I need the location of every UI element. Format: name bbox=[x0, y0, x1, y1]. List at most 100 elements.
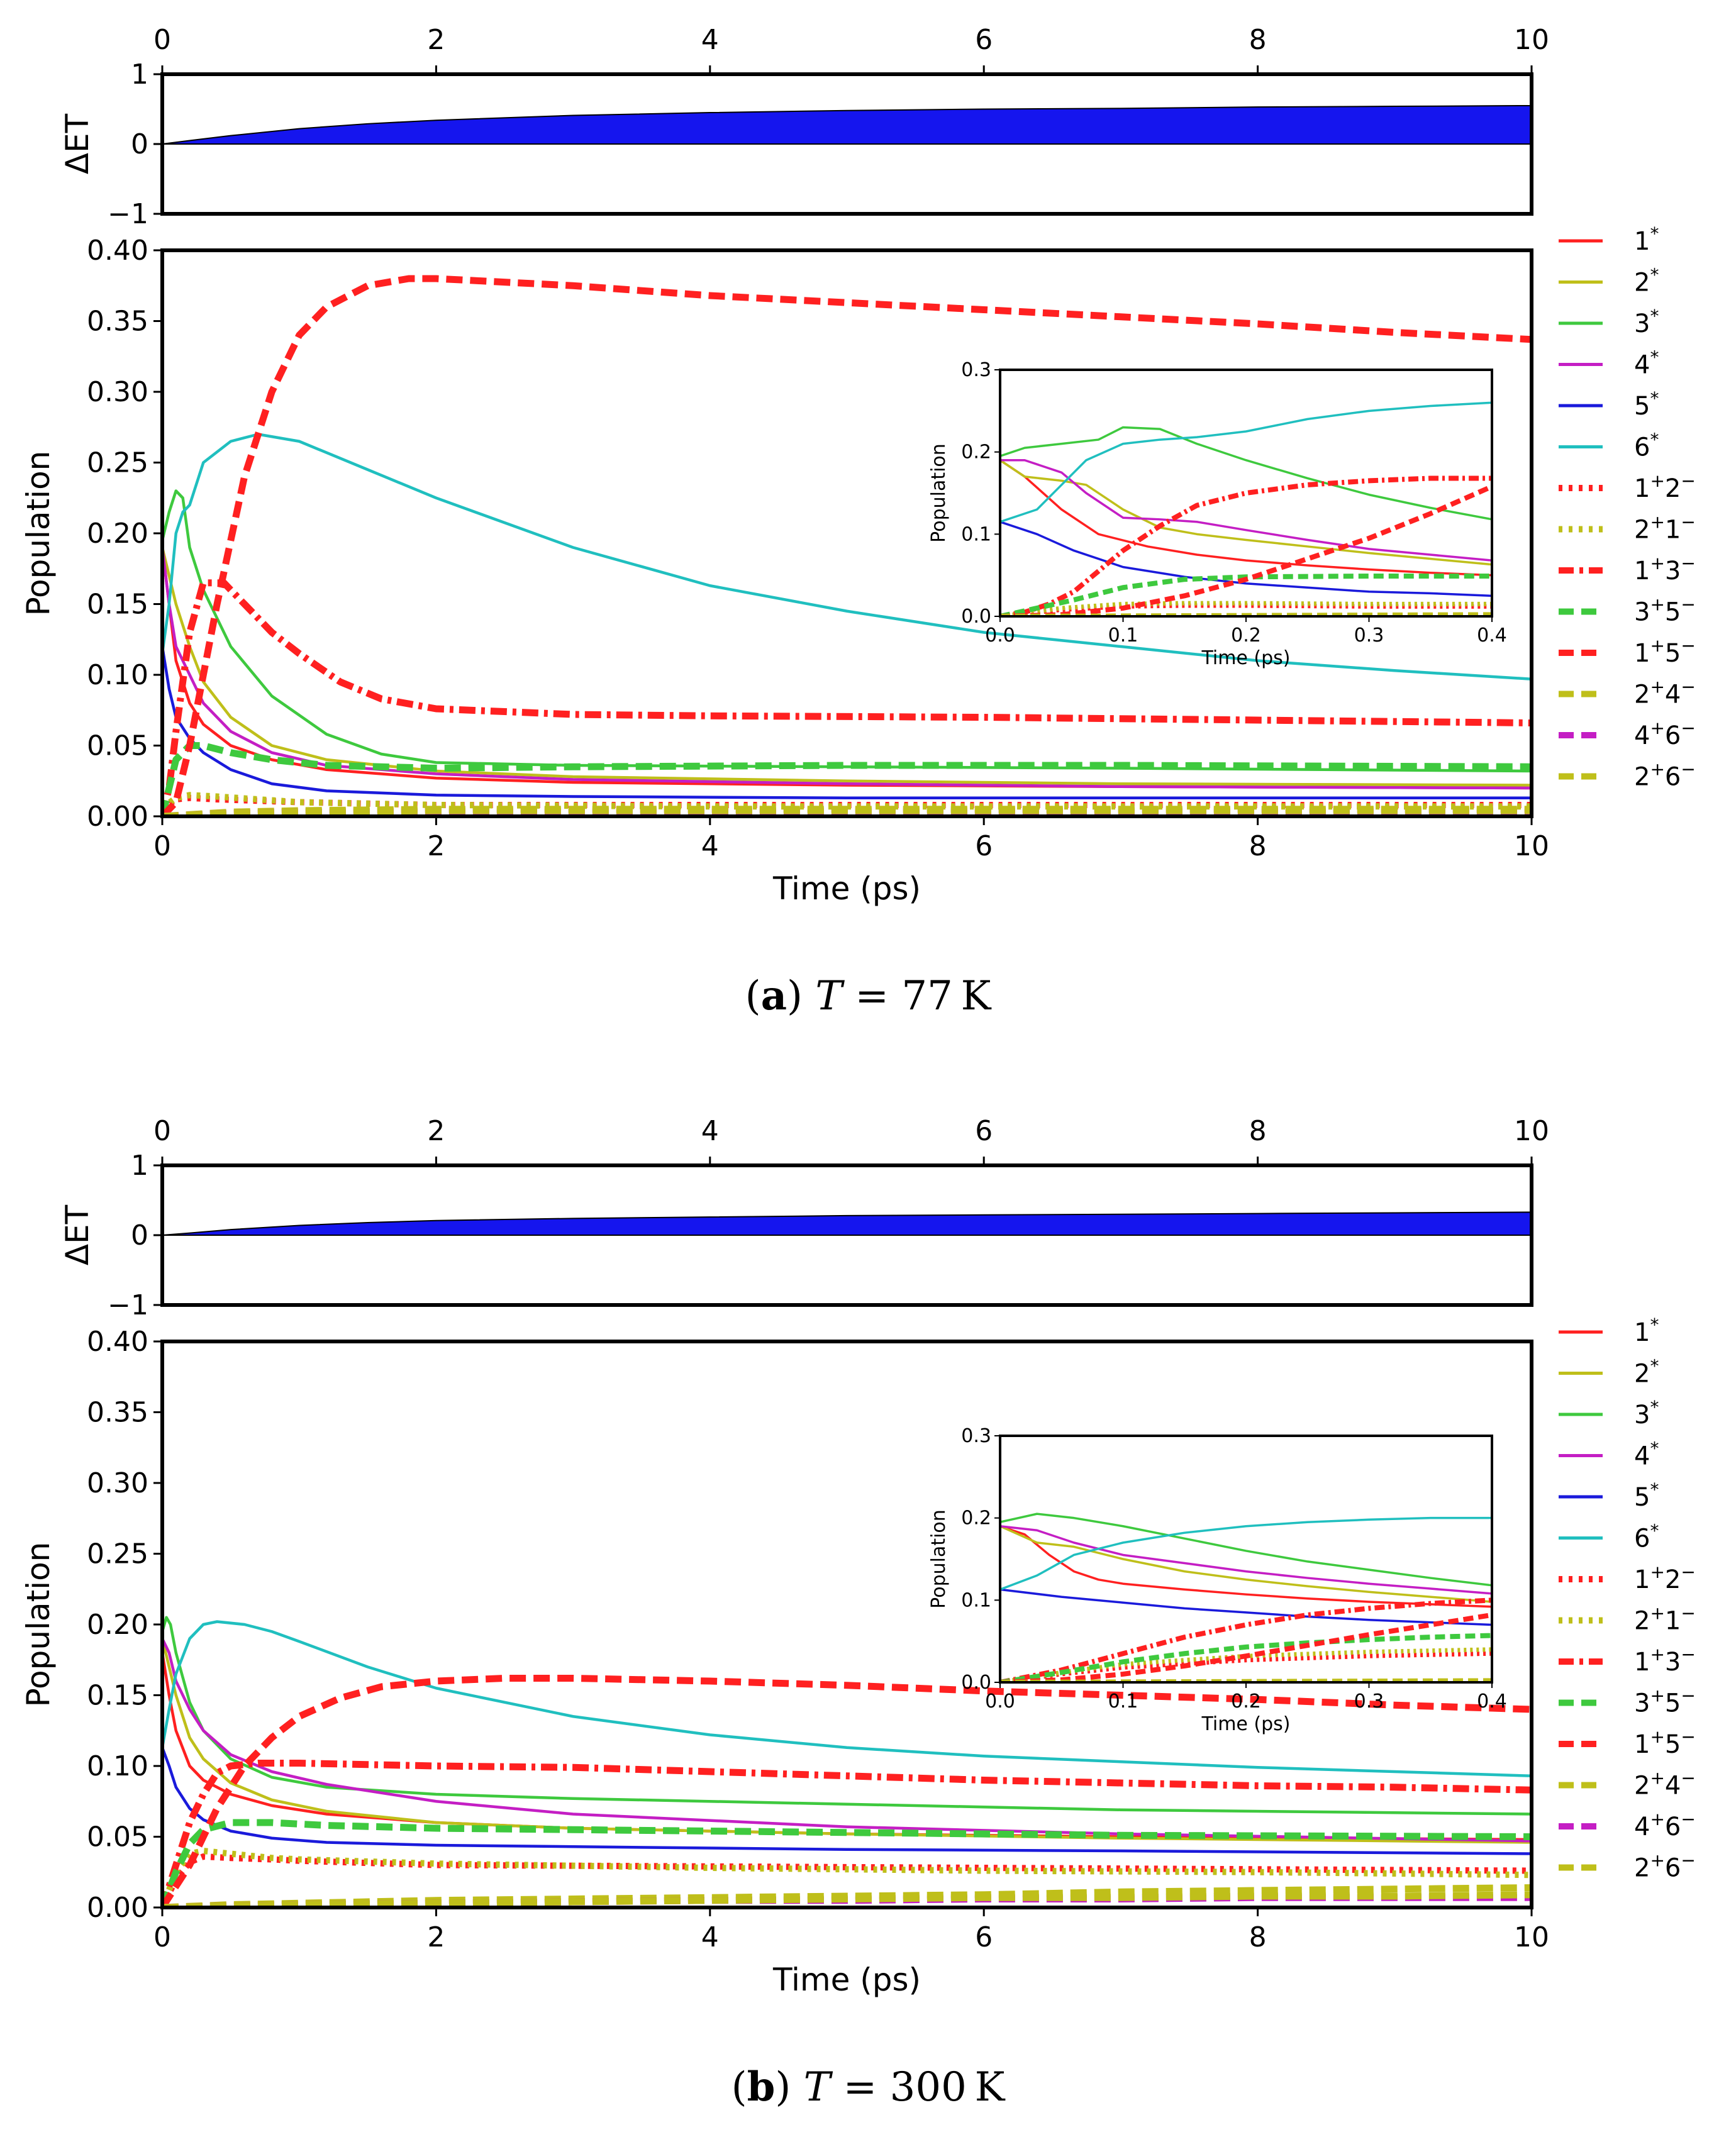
legend-item: 2+1− bbox=[1559, 512, 1696, 545]
series-line-3+5− bbox=[162, 1819, 1532, 1907]
legend-item: 2+4− bbox=[1559, 1768, 1696, 1801]
legend-label-main: 2 bbox=[1634, 1772, 1650, 1801]
main-y-tick-label: 0.25 bbox=[87, 1538, 148, 1570]
legend-label-main: 5 bbox=[1634, 392, 1650, 421]
top-axis-tick-label: 0 bbox=[153, 1115, 171, 1147]
legend-label-main: 2 bbox=[1634, 269, 1650, 297]
caption-part bbox=[967, 2064, 975, 2111]
legend-label: 5* bbox=[1634, 388, 1659, 421]
main-x-tick-label: 2 bbox=[427, 830, 445, 862]
legend-label-main: 2 bbox=[1634, 1854, 1650, 1883]
series-line-1+3− bbox=[162, 579, 1532, 816]
legend-item: 3+5− bbox=[1559, 1685, 1696, 1718]
inset-series-line-3+5− bbox=[1000, 573, 1492, 616]
legend-label: 3* bbox=[1634, 1397, 1659, 1430]
inset-x-tick-label: 0.1 bbox=[1108, 1691, 1138, 1713]
legend-label: 4+6− bbox=[1634, 1809, 1696, 1841]
main-y-axis-label: Population bbox=[20, 451, 57, 616]
legend-label-sup: * bbox=[1650, 1397, 1659, 1418]
inset-background bbox=[1000, 1436, 1492, 1682]
caption-part: ( bbox=[745, 973, 761, 1019]
legend-item: 1* bbox=[1559, 223, 1659, 256]
legend-label-sup: + bbox=[1650, 1850, 1664, 1871]
main-y-tick-label: 0.40 bbox=[87, 1326, 148, 1358]
legend-item: 2* bbox=[1559, 265, 1659, 297]
main-series-group bbox=[162, 275, 1532, 816]
legend-label-sup: * bbox=[1650, 430, 1659, 450]
main-y-tick-label: 0.35 bbox=[87, 306, 148, 338]
legend-a: 1*2*3*4*5*6*1+2−2+1−1+3−3+5−1+5−2+4−4+6−… bbox=[1559, 223, 1696, 792]
legend-label-main: 6 bbox=[1634, 1524, 1650, 1553]
legend-label: 3+5− bbox=[1634, 594, 1696, 627]
legend-item: 1+5− bbox=[1559, 635, 1696, 668]
series-line-3* bbox=[162, 1616, 1532, 1816]
legend-label-main: 4 bbox=[1634, 721, 1650, 750]
caption-a: (a) T = 77 K bbox=[745, 972, 992, 1019]
legend-item: 6* bbox=[1559, 1521, 1659, 1553]
legend-label-main: 3 bbox=[1634, 598, 1650, 627]
legend-label-sup: + bbox=[1650, 1685, 1664, 1706]
legend-label-sup2: − bbox=[1681, 1768, 1695, 1789]
legend-label-sup: + bbox=[1650, 1768, 1664, 1789]
legend-label: 4* bbox=[1634, 1438, 1659, 1471]
legend-item: 3* bbox=[1559, 1397, 1659, 1430]
legend-item: 4+6− bbox=[1559, 1809, 1696, 1841]
legend-item: 2+6− bbox=[1559, 1850, 1696, 1883]
legend-label-mid: 5 bbox=[1665, 1689, 1681, 1718]
main-y-tick-label: 0.25 bbox=[87, 447, 148, 479]
series-line-1+3− bbox=[162, 1760, 1532, 1907]
inset-y-tick-label: 0.2 bbox=[961, 1507, 991, 1530]
legend-label-main: 1 bbox=[1634, 474, 1650, 503]
legend-label-mid: 2 bbox=[1665, 474, 1681, 503]
inset-series-line-4* bbox=[1000, 1524, 1492, 1595]
main-y-tick-label: 0.05 bbox=[87, 730, 148, 762]
caption-b: (b) T = 300 K bbox=[732, 2063, 1006, 2111]
legend-label-sup: + bbox=[1650, 470, 1664, 491]
caption-part: ) bbox=[775, 2064, 803, 2111]
caption-part: b bbox=[747, 2063, 776, 2111]
main-x-tick-label: 6 bbox=[975, 1921, 993, 1953]
caption-part: ) bbox=[787, 973, 815, 1019]
legend-item: 2+1− bbox=[1559, 1603, 1696, 1636]
series-line-5* bbox=[162, 1746, 1532, 1855]
legend-label: 1+3− bbox=[1634, 553, 1696, 586]
legend-label: 3* bbox=[1634, 306, 1659, 338]
main-y-tick-label: 0.30 bbox=[87, 376, 148, 408]
inset-series-line-3* bbox=[1000, 1513, 1492, 1587]
legend-item: 1+2− bbox=[1559, 470, 1696, 503]
inset-series-line-5* bbox=[1000, 1588, 1492, 1626]
legend-label-main: 3 bbox=[1634, 309, 1650, 338]
legend-item: 1+3− bbox=[1559, 553, 1696, 586]
inset-series-line-1* bbox=[1000, 1525, 1492, 1608]
legend-label-main: 1 bbox=[1634, 1318, 1650, 1347]
delta-et-area bbox=[162, 1211, 1532, 1236]
inset-series-line-4* bbox=[1000, 458, 1492, 562]
legend-label-mid: 4 bbox=[1665, 680, 1681, 709]
delta-y-tick-label: 1 bbox=[131, 1150, 148, 1182]
main-x-axis-label: Time (ps) bbox=[772, 1962, 921, 1998]
inset-series-line-2* bbox=[1000, 1525, 1492, 1603]
legend-label-main: 4 bbox=[1634, 1442, 1650, 1471]
legend-label: 1* bbox=[1634, 223, 1659, 256]
legend-item: 2+4− bbox=[1559, 677, 1696, 709]
caption-part: T bbox=[804, 2064, 833, 2111]
caption-part: a bbox=[761, 972, 787, 1019]
legend-item: 3+5− bbox=[1559, 594, 1696, 627]
legend-label-sup: + bbox=[1650, 512, 1664, 533]
top-axis-tick-label: 6 bbox=[975, 1115, 993, 1147]
legend-label-mid: 5 bbox=[1665, 1730, 1681, 1759]
delta-y-axis-label: ΔET bbox=[59, 1204, 96, 1265]
legend-label: 1+2− bbox=[1634, 470, 1696, 503]
legend-label-sup2: − bbox=[1681, 594, 1695, 615]
legend-label-sup2: − bbox=[1681, 635, 1695, 656]
inset-y-tick-label: 0.0 bbox=[961, 1672, 991, 1694]
legend-label-sup2: − bbox=[1681, 553, 1695, 574]
inset-series-line-1+5− bbox=[1000, 484, 1492, 616]
legend-item: 2+6− bbox=[1559, 759, 1696, 792]
legend-label-sup: * bbox=[1650, 265, 1659, 286]
legend-item: 5* bbox=[1559, 388, 1659, 421]
legend-label-sup: * bbox=[1650, 1438, 1659, 1459]
legend-label: 1+5− bbox=[1634, 635, 1696, 668]
legend-label-mid: 5 bbox=[1665, 639, 1681, 668]
